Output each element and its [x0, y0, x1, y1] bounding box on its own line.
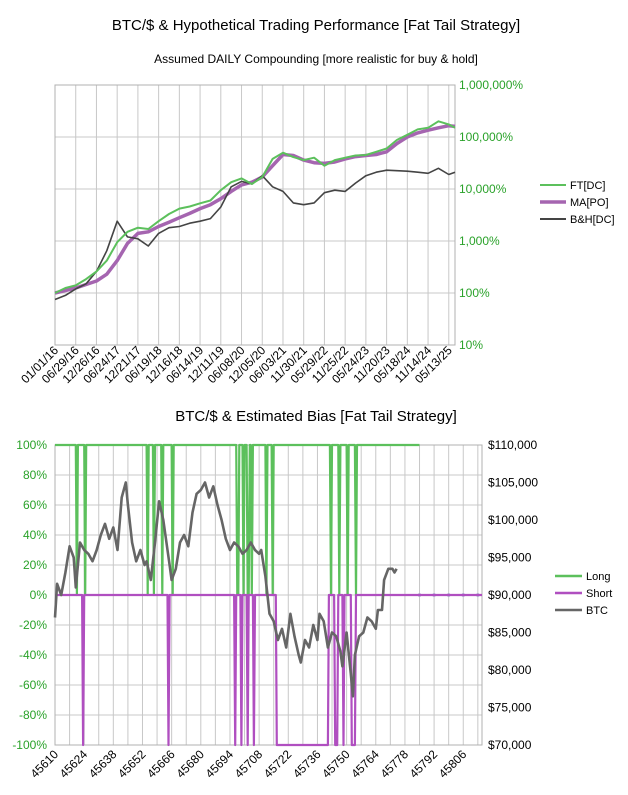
y-tick-label: 10% — [459, 338, 483, 352]
legend-label-btc: BTC — [586, 605, 608, 617]
x-tick-label: 45736 — [290, 747, 324, 781]
plot-frame — [54, 84, 456, 346]
y-right-tick-label: $100,000 — [488, 513, 538, 527]
legend-label-short: Short — [586, 588, 612, 600]
x-tick-label: 45666 — [144, 747, 178, 781]
series-line-ftdc — [54, 120, 456, 294]
x-tick-label: 45708 — [232, 747, 266, 781]
y-right-tick-label: $105,000 — [488, 476, 538, 490]
legend-label-ft: FT[DC] — [570, 180, 605, 192]
x-tick-label: 45694 — [203, 747, 237, 781]
x-tick-label: 45792 — [407, 747, 441, 781]
x-tick-label: 45806 — [436, 747, 470, 781]
legend-label-ma: MA[PO] — [570, 197, 609, 209]
series-line-short — [55, 593, 482, 747]
y-left-tick-label: -100% — [12, 738, 47, 752]
y-left-tick-label: -60% — [19, 678, 47, 692]
y-tick-label: 100,000% — [459, 130, 513, 144]
y-left-tick-label: 60% — [23, 498, 47, 512]
chart1-y-axis: 10% 100% 1,000% 10,000% 100,000% 1,000,000% — [459, 78, 523, 352]
series-line-bhdc — [54, 167, 456, 301]
x-tick-label: 45652 — [115, 747, 149, 781]
series-line-btc — [53, 481, 398, 698]
x-tick-label: 45722 — [261, 747, 295, 781]
y-right-tick-label: $70,000 — [488, 738, 532, 752]
x-tick-label: 45610 — [28, 747, 62, 781]
y-tick-label: 1,000,000% — [459, 78, 523, 92]
y-tick-label: 100% — [459, 286, 490, 300]
chart1-title: BTC/$ & Hypothetical Trading Performance… — [112, 17, 520, 34]
y-right-tick-label: $90,000 — [488, 588, 532, 602]
x-tick-label: 45680 — [173, 747, 207, 781]
series-line-long — [55, 443, 420, 597]
y-left-tick-label: 100% — [16, 438, 47, 452]
legend-label-bh: B&H[DC] — [570, 214, 615, 226]
chart1-series — [54, 120, 456, 301]
y-left-tick-label: -80% — [19, 708, 47, 722]
chart1-x-axis: 01/01/1606/29/1612/26/1606/24/1712/21/17… — [18, 343, 455, 386]
y-left-tick-label: -20% — [19, 618, 47, 632]
chart1-grid — [54, 84, 456, 346]
y-right-tick-label: $110,000 — [488, 438, 537, 452]
chart2-y-axis-left: -100% -80% -60% -40% -20% 0% 20% 40% 60% 80% 100% — [12, 438, 47, 752]
y-tick-label: 1,000% — [459, 234, 500, 248]
y-left-tick-label: 40% — [23, 528, 47, 542]
y-left-tick-label: -40% — [19, 648, 47, 662]
x-tick-label: 45750 — [319, 747, 353, 781]
x-tick-label: 45764 — [348, 747, 382, 781]
y-tick-label: 10,000% — [459, 182, 507, 196]
y-right-tick-label: $75,000 — [488, 701, 532, 715]
x-tick-label: 45778 — [378, 747, 412, 781]
chart1-subtitle: Assumed DAILY Compounding [more realisti… — [154, 52, 478, 66]
y-left-tick-label: 20% — [23, 558, 47, 572]
chart2-y-axis-right: $70,000 $75,000 $80,000 $85,000 $90,000 $95,0… — [488, 438, 538, 752]
chart2-title: BTC/$ & Estimated Bias [Fat Tail Strateg… — [175, 408, 457, 425]
y-left-tick-label: 80% — [23, 468, 47, 482]
x-tick-label: 45638 — [86, 747, 120, 781]
y-right-tick-label: $85,000 — [488, 626, 532, 640]
y-right-tick-label: $80,000 — [488, 663, 532, 677]
chart2-legend: Long Short BTC — [555, 571, 612, 617]
legend-label-long: Long — [586, 571, 610, 583]
chart2-x-axis: 4561045624456384565245666456804569445708… — [28, 747, 470, 781]
y-left-tick-label: 0% — [30, 588, 48, 602]
chart1-legend: FT[DC] MA[PO] B&H[DC] — [540, 180, 615, 226]
chart2-series — [53, 443, 482, 747]
series-line-mapo — [54, 123, 456, 295]
x-tick-label: 45624 — [57, 747, 91, 781]
y-right-tick-label: $95,000 — [488, 551, 532, 565]
